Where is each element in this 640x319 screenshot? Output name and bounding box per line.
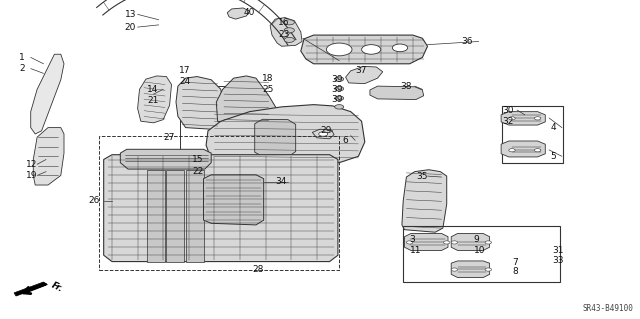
Text: 35: 35 — [416, 172, 428, 181]
Polygon shape — [501, 112, 545, 125]
Text: 16: 16 — [278, 18, 290, 27]
Polygon shape — [451, 234, 490, 250]
Text: 24: 24 — [179, 77, 191, 86]
Text: 9: 9 — [474, 235, 479, 244]
Text: 3: 3 — [410, 235, 415, 244]
Circle shape — [509, 149, 515, 152]
Text: 17: 17 — [179, 66, 191, 75]
Bar — [502, 106, 563, 163]
Circle shape — [485, 268, 492, 271]
Bar — [403, 226, 560, 282]
Circle shape — [335, 96, 344, 100]
Text: 39: 39 — [332, 95, 343, 104]
Circle shape — [326, 43, 352, 56]
Polygon shape — [104, 155, 338, 262]
Text: 12: 12 — [26, 160, 37, 169]
Circle shape — [534, 149, 541, 152]
Circle shape — [406, 241, 413, 244]
Text: 40: 40 — [243, 8, 255, 17]
Text: 20: 20 — [125, 23, 136, 32]
Circle shape — [451, 268, 458, 271]
Text: 38: 38 — [400, 82, 412, 91]
Text: 7: 7 — [512, 258, 518, 267]
Text: 10: 10 — [474, 246, 485, 255]
Circle shape — [335, 77, 344, 81]
Polygon shape — [404, 234, 448, 250]
Text: SR43-B49100: SR43-B49100 — [583, 304, 634, 313]
Text: 1: 1 — [19, 53, 25, 62]
Text: 39: 39 — [332, 85, 343, 94]
Text: 25: 25 — [262, 85, 274, 94]
Text: 18: 18 — [262, 74, 274, 83]
Text: 15: 15 — [192, 155, 204, 164]
Text: 23: 23 — [278, 30, 290, 39]
Text: 4: 4 — [550, 123, 556, 132]
Polygon shape — [270, 18, 302, 46]
Text: 34: 34 — [275, 177, 287, 186]
Polygon shape — [33, 128, 64, 185]
Polygon shape — [501, 141, 545, 157]
Circle shape — [319, 132, 328, 136]
Polygon shape — [370, 86, 424, 100]
Polygon shape — [31, 54, 64, 134]
Polygon shape — [186, 170, 204, 262]
Polygon shape — [255, 119, 296, 157]
Circle shape — [362, 45, 381, 54]
Text: 29: 29 — [320, 126, 332, 135]
Text: 31: 31 — [552, 246, 564, 255]
Polygon shape — [176, 77, 224, 129]
Polygon shape — [204, 175, 264, 225]
Circle shape — [284, 28, 294, 33]
Circle shape — [485, 241, 492, 244]
Text: 6: 6 — [342, 136, 348, 145]
Text: 11: 11 — [410, 246, 421, 255]
Polygon shape — [346, 66, 383, 84]
Text: 30: 30 — [502, 106, 514, 115]
Polygon shape — [147, 170, 165, 262]
Text: 13: 13 — [125, 10, 136, 19]
Text: 19: 19 — [26, 171, 37, 180]
Circle shape — [444, 241, 450, 244]
Circle shape — [534, 117, 541, 120]
Text: 37: 37 — [355, 66, 367, 75]
Text: 32: 32 — [502, 117, 514, 126]
Text: 27: 27 — [163, 133, 175, 142]
Polygon shape — [138, 76, 172, 123]
Text: 8: 8 — [512, 267, 518, 276]
Polygon shape — [206, 105, 365, 163]
Circle shape — [335, 86, 344, 91]
Text: 33: 33 — [552, 256, 564, 265]
Polygon shape — [216, 76, 276, 128]
Polygon shape — [14, 282, 47, 296]
Circle shape — [284, 20, 294, 25]
Text: 21: 21 — [147, 96, 159, 105]
Text: 22: 22 — [192, 167, 204, 176]
Polygon shape — [227, 8, 250, 19]
Text: 36: 36 — [461, 37, 472, 46]
Text: 39: 39 — [332, 75, 343, 84]
Text: Fr.: Fr. — [50, 280, 65, 294]
Text: 2: 2 — [19, 64, 25, 73]
Text: 5: 5 — [550, 152, 556, 161]
Circle shape — [509, 117, 515, 120]
Polygon shape — [402, 170, 447, 232]
Bar — [99, 136, 339, 270]
Circle shape — [451, 241, 458, 244]
Text: 28: 28 — [253, 265, 264, 274]
Polygon shape — [312, 129, 334, 139]
Polygon shape — [166, 170, 184, 262]
Polygon shape — [301, 35, 428, 64]
Circle shape — [335, 105, 344, 109]
Text: 26: 26 — [88, 197, 100, 205]
Circle shape — [392, 44, 408, 52]
Text: 14: 14 — [147, 85, 159, 94]
Polygon shape — [120, 149, 211, 169]
Polygon shape — [451, 261, 490, 278]
Circle shape — [284, 37, 294, 42]
Bar — [180, 86, 241, 172]
